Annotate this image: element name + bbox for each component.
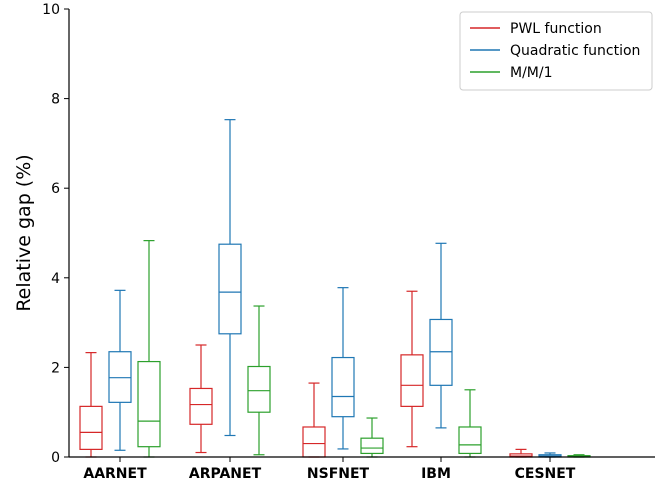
iqr-box xyxy=(331,356,355,418)
iqr-box xyxy=(108,351,132,403)
box-m-m-1-arpanet xyxy=(247,305,271,456)
y-tick-label: 6 xyxy=(51,181,60,197)
iqr-box xyxy=(218,243,242,335)
category-label: IBM xyxy=(421,466,451,482)
iqr-box xyxy=(247,365,271,413)
iqr-box xyxy=(429,318,453,386)
iqr-box xyxy=(458,426,482,455)
category-label: NSFNET xyxy=(307,466,370,482)
axes xyxy=(68,9,655,458)
x-ticks: AARNET ARPANET NSFNET IBM CESNET xyxy=(83,457,576,482)
legend-label: PWL function xyxy=(510,21,602,37)
y-tick-label: 2 xyxy=(51,360,60,376)
box-m-m-1-nsfnet xyxy=(360,417,384,458)
box-m-m-1-ibm xyxy=(458,389,482,458)
box-pwl-function-aarnet xyxy=(79,352,103,458)
box-pwl-function-arpanet xyxy=(189,344,213,454)
category-label: CESNET xyxy=(515,466,576,482)
box-pwl-function-ibm xyxy=(400,290,424,448)
legend: PWL function Quadratic function M/M/1 xyxy=(459,11,653,91)
y-tick-label: 8 xyxy=(51,92,60,108)
box-quadratic-function-arpanet xyxy=(218,119,242,437)
y-ticks: 0 2 4 6 8 10 xyxy=(42,2,69,466)
y-axis-title: Relative gap (%) xyxy=(13,154,35,311)
box-pwl-function-cesnet xyxy=(509,448,533,458)
iqr-box xyxy=(137,360,161,448)
legend-label: Quadratic function xyxy=(510,43,640,59)
category-label: AARNET xyxy=(83,466,147,482)
y-tick-label: 0 xyxy=(51,450,60,466)
box-pwl-function-nsfnet xyxy=(302,382,326,458)
category-label: ARPANET xyxy=(189,466,262,482)
y-tick-label: 10 xyxy=(42,2,60,18)
y-tick-label: 4 xyxy=(51,271,60,287)
iqr-box xyxy=(360,437,384,455)
box-m-m-1-aarnet xyxy=(137,240,161,458)
legend-label: M/M/1 xyxy=(510,65,553,81)
iqr-box xyxy=(400,354,424,407)
legend-frame xyxy=(459,11,653,91)
iqr-box xyxy=(79,405,103,450)
box-quadratic-function-nsfnet xyxy=(331,287,355,450)
box-quadratic-function-cesnet xyxy=(538,452,562,458)
plot-area xyxy=(79,119,591,458)
iqr-box xyxy=(302,426,326,458)
box-quadratic-function-aarnet xyxy=(108,289,132,451)
iqr-box xyxy=(189,387,213,425)
box-quadratic-function-ibm xyxy=(429,242,453,429)
